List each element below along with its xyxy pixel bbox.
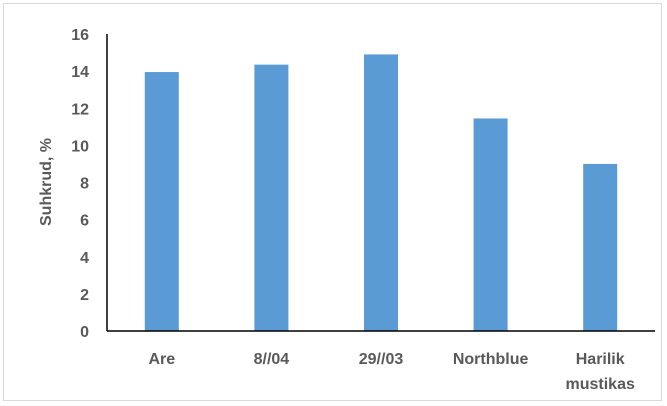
- x-tick-label: Harilik mustikas: [566, 351, 635, 393]
- bars: [144, 54, 618, 332]
- bar: [473, 118, 508, 331]
- y-axis-title: Suhkrud, %: [38, 138, 55, 226]
- bar: [254, 64, 289, 332]
- y-tick-label: 14: [71, 64, 89, 81]
- y-tick-label: 2: [80, 287, 89, 304]
- bar: [583, 163, 618, 331]
- y-tick-label: 4: [80, 250, 89, 267]
- y-axis-title-group: Suhkrud, %: [38, 138, 55, 226]
- x-tick-label: 29//03: [359, 351, 404, 368]
- y-axis-ticks: 0 2 4 6 8 10 12 14 16: [71, 27, 89, 341]
- y-tick-label: 12: [71, 101, 89, 118]
- y-tick-label: 16: [71, 27, 89, 44]
- chart-frame: [3, 3, 662, 401]
- y-tick-label: 10: [71, 138, 89, 155]
- x-axis-labels: Are 8//04 29//03 Northblue Harilik mustikas: [148, 351, 635, 393]
- y-tick-label: 8: [80, 176, 89, 193]
- y-tick-label: 6: [80, 213, 89, 230]
- axes: [106, 34, 655, 332]
- x-tick-label: Northblue: [453, 351, 529, 368]
- y-tick-label: 0: [80, 324, 89, 341]
- bar: [364, 54, 398, 331]
- x-tick-label: 8//04: [254, 351, 290, 368]
- bar: [144, 72, 179, 331]
- x-tick-label: Are: [148, 351, 175, 368]
